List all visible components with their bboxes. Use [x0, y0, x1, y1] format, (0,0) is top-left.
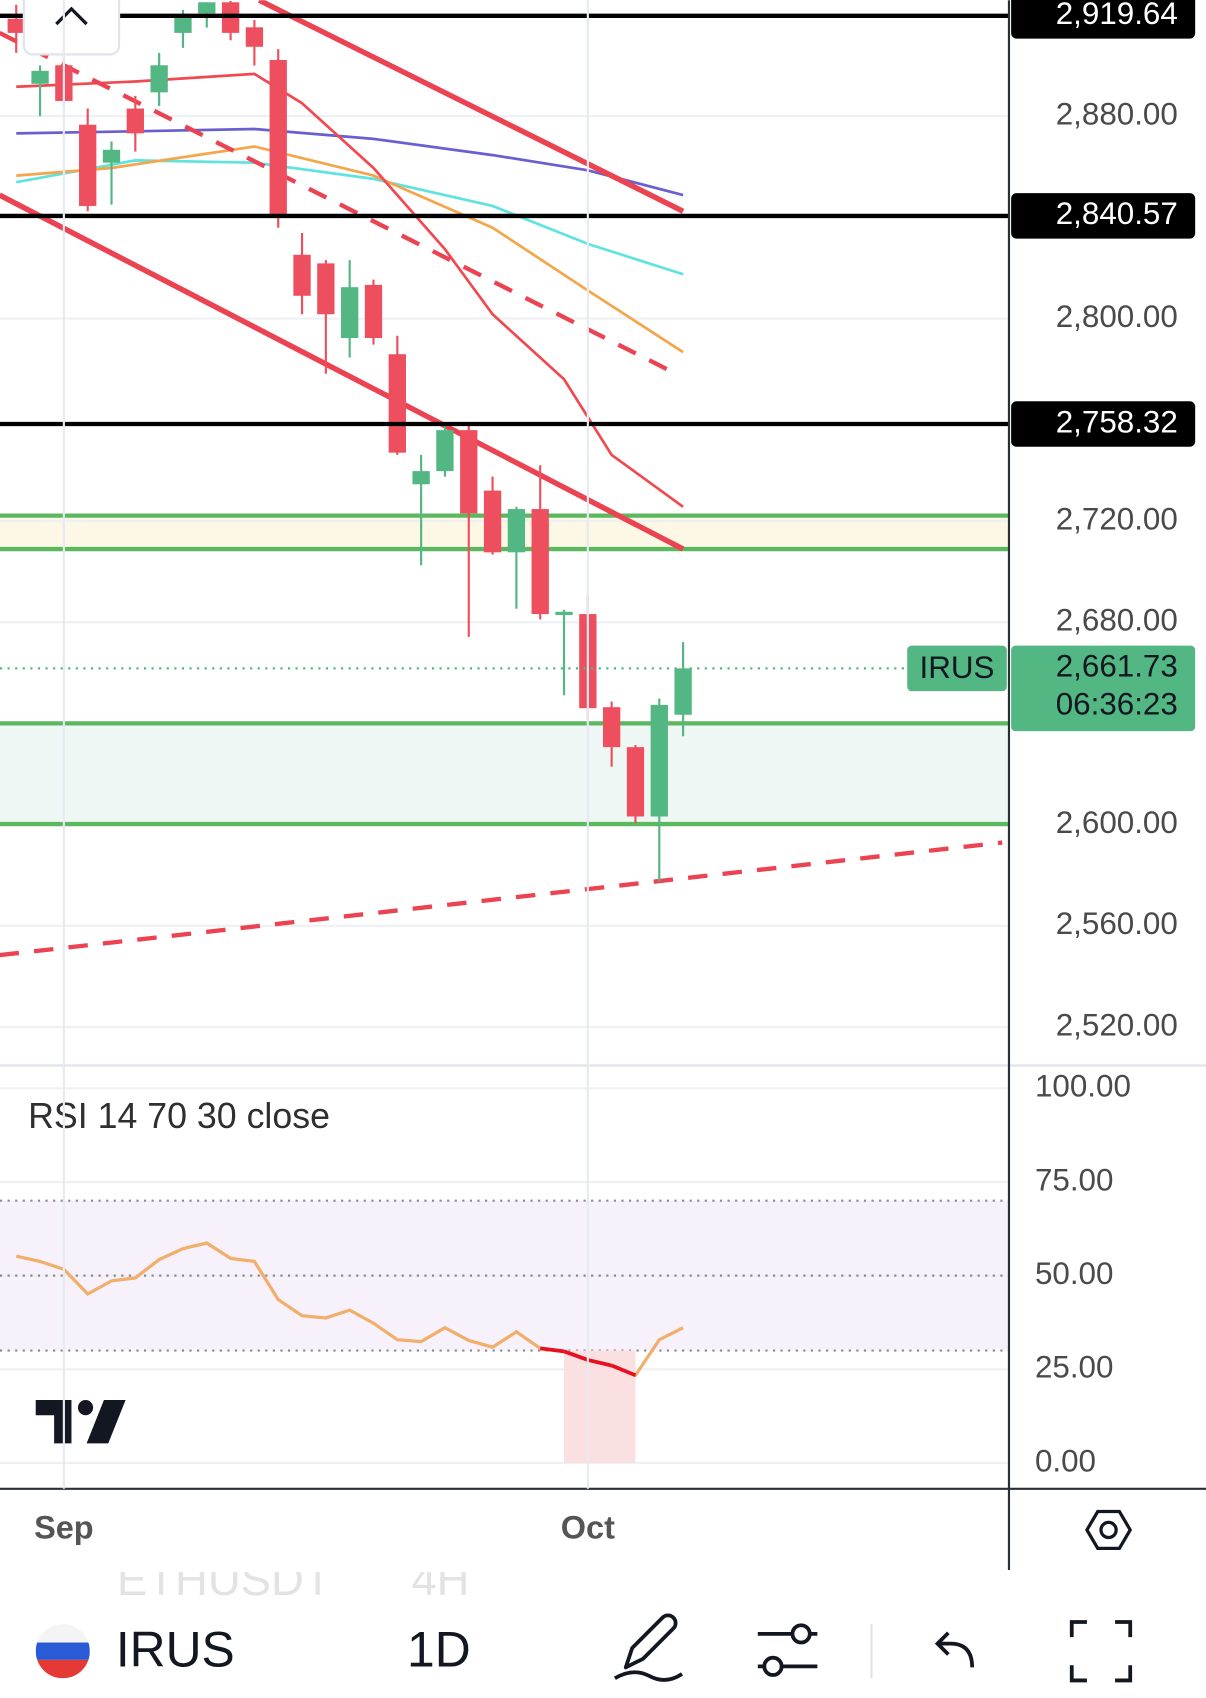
price-axis: 2,520.00 2,560.00 2,600.00 2,680.00 2,720.00… — [907, 0, 1196, 1042]
candle-body — [245, 27, 264, 47]
rsi-title: RSI 14 70 30 close — [28, 1096, 330, 1136]
rsi-tick-label: 75.00 — [1035, 1162, 1114, 1197]
y-tick-label: 2,720.00 — [1056, 501, 1178, 536]
candle-body — [531, 509, 549, 615]
candle-body — [650, 704, 668, 817]
rsi-oversold-segment — [539, 1346, 565, 1354]
rsi-tick-label: 0.00 — [1035, 1443, 1096, 1478]
y-tick-label: 2,600.00 — [1056, 805, 1178, 840]
candle-body — [460, 430, 478, 514]
candle-body — [483, 490, 502, 553]
collapse-button[interactable] — [22, 0, 121, 56]
candle-body — [150, 65, 168, 93]
price-line-label: 2,919.64 — [1056, 0, 1178, 31]
y-tick-label: 2,880.00 — [1056, 96, 1178, 131]
chart-settings-button[interactable] — [1085, 1509, 1133, 1550]
rsi-pane — [0, 1087, 1009, 1465]
candle-body — [364, 284, 383, 339]
ghost-interval: 4H — [411, 1554, 469, 1605]
symbol-flag[interactable] — [35, 1624, 90, 1679]
candle-body — [555, 611, 573, 616]
interval[interactable]: 1D — [407, 1622, 471, 1678]
rsi-tick-label: 50.00 — [1035, 1256, 1114, 1291]
symbol[interactable]: IRUS — [116, 1622, 235, 1678]
y-tick-label: 2,800.00 — [1056, 299, 1178, 334]
countdown-label: 06:36:23 — [1056, 687, 1178, 722]
price-line-label: 2,758.32 — [1056, 404, 1178, 439]
candle-body — [79, 124, 97, 206]
candle-body — [198, 2, 216, 14]
ghost-header: ETHUSDT 4H — [117, 1554, 470, 1605]
tradingview-logo — [35, 1400, 126, 1444]
candle-body — [674, 668, 692, 715]
price-line-tag — [1011, 401, 1196, 447]
trendline — [0, 192, 685, 552]
candle-body — [507, 509, 526, 553]
oversold-highlight — [564, 1350, 636, 1463]
candle-body — [269, 59, 287, 217]
trendline — [0, 30, 677, 376]
bottom-toolbar: IRUS 1D — [35, 1613, 1133, 1683]
indicators-button[interactable] — [757, 1623, 818, 1677]
trendline — [0, 840, 1003, 958]
candle-body — [7, 18, 25, 33]
candle-body — [341, 287, 359, 339]
symbol-tag-label: IRUS — [920, 650, 995, 685]
rsi-tick-label: 25.00 — [1035, 1350, 1114, 1385]
rsi-oversold-segment — [563, 1349, 589, 1362]
trendline — [257, 0, 685, 214]
price-pane — [0, 0, 1009, 1029]
price-line-label: 2,840.57 — [1056, 196, 1178, 231]
x-tick-label: Oct — [561, 1510, 615, 1546]
fullscreen-button[interactable] — [1069, 1620, 1133, 1683]
price-line-tag — [1011, 193, 1196, 239]
candle-body — [102, 149, 121, 163]
y-tick-label: 2,680.00 — [1056, 602, 1178, 637]
y-tick-label: 2,520.00 — [1056, 1007, 1178, 1042]
candle-body — [293, 254, 311, 296]
rsi-tick-label: 100.00 — [1035, 1069, 1131, 1104]
candle-body — [626, 747, 645, 817]
ghost-symbol: ETHUSDT — [117, 1554, 332, 1605]
candle-body — [436, 430, 454, 472]
candle-body — [31, 70, 49, 84]
candle-body — [174, 15, 192, 33]
symbol-tag — [907, 645, 1007, 692]
rsi-oversold-segment — [587, 1358, 613, 1368]
draw-tool-button[interactable] — [613, 1613, 684, 1682]
candle-body — [412, 471, 430, 485]
zone — [0, 723, 1009, 825]
candle-body — [388, 354, 406, 453]
undo-button[interactable] — [934, 1631, 975, 1668]
rsi-oversold-segment — [610, 1363, 637, 1378]
x-tick-label: Sep — [34, 1510, 94, 1546]
price-line-tag — [1011, 0, 1196, 39]
candle-body — [126, 108, 144, 134]
y-tick-label: 2,560.00 — [1056, 906, 1178, 941]
candle-body — [603, 707, 621, 748]
last-price-label: 2,661.73 — [1056, 649, 1178, 684]
candle-body — [317, 263, 335, 315]
last-price-tag — [1011, 645, 1196, 732]
